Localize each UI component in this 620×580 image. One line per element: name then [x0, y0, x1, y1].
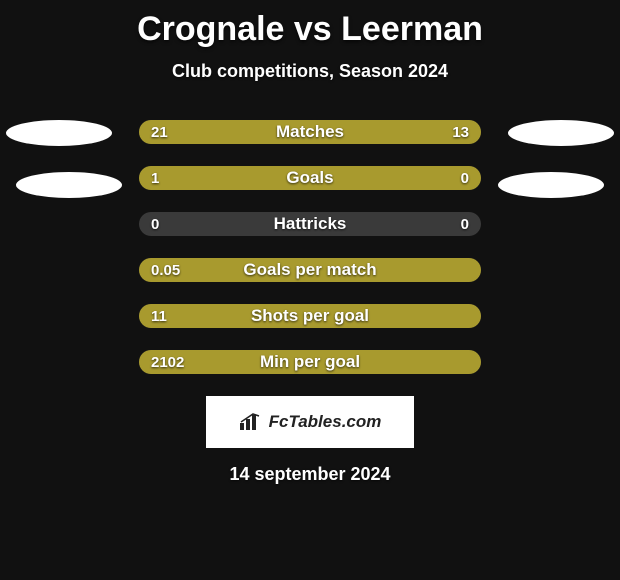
bar-track: 0.05 Goals per match: [139, 258, 481, 282]
stat-row: 0.05 Goals per match: [0, 258, 620, 282]
page-subtitle: Club competitions, Season 2024: [0, 61, 620, 82]
bar-left-fill: [139, 304, 481, 328]
bar-track: 2102 Min per goal: [139, 350, 481, 374]
bar-left-fill: [139, 258, 481, 282]
bar-track: 1 Goals 0: [139, 166, 481, 190]
brand-text: FcTables.com: [269, 412, 382, 432]
stat-value-left: 0: [151, 212, 159, 236]
bar-left-fill: [139, 350, 481, 374]
bar-track: 21 Matches 13: [139, 120, 481, 144]
stat-row: 21 Matches 13: [0, 120, 620, 144]
bar-left-fill: [139, 166, 402, 190]
bar-track: 0 Hattricks 0: [139, 212, 481, 236]
stat-value-right: 0: [461, 212, 469, 236]
stat-row: 11 Shots per goal: [0, 304, 620, 328]
brand-chart-icon: [239, 413, 263, 431]
stat-label: Hattricks: [139, 212, 481, 236]
date-label: 14 september 2024: [0, 464, 620, 485]
comparison-rows: 21 Matches 13 1 Goals 0 0 Hattricks 0 0.…: [0, 120, 620, 374]
bar-left-fill: [139, 120, 351, 144]
page-title: Crognale vs Leerman: [0, 0, 620, 49]
stat-row: 1 Goals 0: [0, 166, 620, 190]
bar-right-fill: [351, 120, 481, 144]
stat-row: 2102 Min per goal: [0, 350, 620, 374]
bar-right-fill: [402, 166, 481, 190]
stat-row: 0 Hattricks 0: [0, 212, 620, 236]
brand-box: FcTables.com: [206, 396, 414, 448]
bar-track: 11 Shots per goal: [139, 304, 481, 328]
